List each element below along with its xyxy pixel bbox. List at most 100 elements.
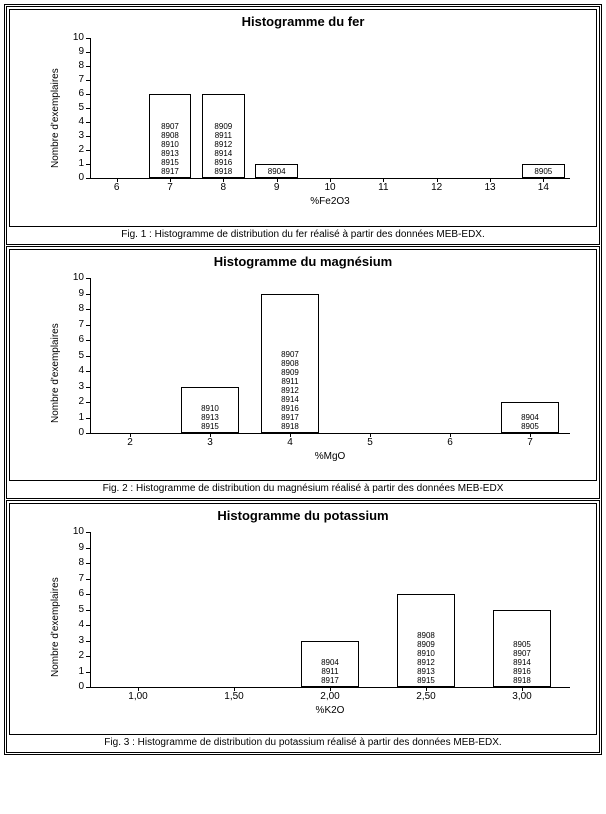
y-tick: [86, 178, 90, 179]
x-tick-label: 12: [417, 182, 457, 193]
y-tick: [86, 66, 90, 67]
sample-id-label: 8918: [261, 422, 319, 431]
x-axis-label: %Fe2O3: [280, 196, 380, 207]
y-tick-label: 4: [68, 619, 84, 630]
x-tick-label: 6: [430, 437, 470, 448]
sample-id-label: 8904: [301, 658, 359, 667]
y-tick: [86, 433, 90, 434]
chart-title: Histogramme du potassium: [10, 504, 596, 525]
y-axis-label: Nombre d'exemplaires: [50, 577, 61, 677]
y-tick: [86, 641, 90, 642]
sample-id-label: 8908: [397, 631, 455, 640]
sample-id-label: 8905: [501, 422, 559, 431]
chart-title: Histogramme du magnésium: [10, 250, 596, 271]
x-tick-label: 14: [523, 182, 563, 193]
chart-panel-0: Histogramme du fer0123456789106789101112…: [6, 6, 600, 245]
page-outer: Histogramme du fer0123456789106789101112…: [4, 4, 602, 755]
y-tick-label: 10: [68, 526, 84, 537]
sample-id-label: 8907: [149, 122, 192, 131]
y-tick-label: 8: [68, 60, 84, 71]
x-tick-label: 3,00: [502, 691, 542, 702]
y-tick: [86, 656, 90, 657]
y-tick: [86, 38, 90, 39]
sample-id-label: 8917: [149, 167, 192, 176]
sample-id-label: 8914: [202, 149, 245, 158]
chart-panel-2: Histogramme du potassium0123456789101,00…: [6, 500, 600, 753]
x-tick-label: 4: [270, 437, 310, 448]
x-tick-label: 6: [97, 182, 137, 193]
y-tick-label: 7: [68, 74, 84, 85]
y-tick: [86, 548, 90, 549]
sample-id-label: 8907: [261, 350, 319, 359]
x-tick-label: 1,50: [214, 691, 254, 702]
bar-sample-labels: 891089138915: [181, 404, 239, 431]
x-tick-label: 3: [190, 437, 230, 448]
y-tick: [86, 594, 90, 595]
y-tick-label: 4: [68, 365, 84, 376]
sample-id-label: 8915: [149, 158, 192, 167]
y-tick: [86, 672, 90, 673]
y-tick: [86, 136, 90, 137]
bar-sample-labels: 890489118917: [301, 658, 359, 685]
sample-id-label: 8917: [261, 413, 319, 422]
y-tick: [86, 340, 90, 341]
y-tick-label: 10: [68, 32, 84, 43]
y-tick: [86, 687, 90, 688]
y-tick-label: 4: [68, 116, 84, 127]
y-tick: [86, 309, 90, 310]
sample-id-label: 8912: [397, 658, 455, 667]
sample-id-label: 8916: [493, 667, 551, 676]
sample-id-label: 8912: [202, 140, 245, 149]
sample-id-label: 8909: [202, 122, 245, 131]
sample-id-label: 8909: [397, 640, 455, 649]
x-tick-label: 13: [470, 182, 510, 193]
y-tick-label: 3: [68, 635, 84, 646]
y-tick-label: 10: [68, 272, 84, 283]
x-tick-label: 8: [203, 182, 243, 193]
y-tick-label: 9: [68, 542, 84, 553]
sample-id-label: 8910: [181, 404, 239, 413]
sample-id-label: 8905: [493, 640, 551, 649]
chart-panel-1: Histogramme du magnésium0123456789102345…: [6, 246, 600, 499]
sample-id-label: 8912: [261, 386, 319, 395]
y-tick: [86, 150, 90, 151]
x-tick-label: 10: [310, 182, 350, 193]
bar-sample-labels: 890789088909891189128914891689178918: [261, 350, 319, 431]
y-axis-label: Nombre d'exemplaires: [50, 323, 61, 423]
figure-caption: Fig. 2 : Histogramme de distribution du …: [9, 481, 597, 498]
x-axis-label: %MgO: [280, 451, 380, 462]
y-tick-label: 0: [68, 427, 84, 438]
chart-box: Histogramme du potassium0123456789101,00…: [9, 503, 597, 735]
sample-id-label: 8918: [493, 676, 551, 685]
y-tick: [86, 579, 90, 580]
y-tick: [86, 371, 90, 372]
x-tick-label: 11: [363, 182, 403, 193]
y-tick-label: 6: [68, 88, 84, 99]
bar-sample-labels: 890789088910891389158917: [149, 122, 192, 176]
sample-id-label: 8911: [301, 667, 359, 676]
x-tick-label: 9: [257, 182, 297, 193]
y-tick-label: 1: [68, 412, 84, 423]
sample-id-label: 8910: [149, 140, 192, 149]
y-tick: [86, 122, 90, 123]
chart-title: Histogramme du fer: [10, 10, 596, 31]
y-axis: [90, 278, 91, 433]
y-tick-label: 9: [68, 46, 84, 57]
x-tick-label: 7: [150, 182, 190, 193]
x-tick-label: 7: [510, 437, 550, 448]
chart-box: Histogramme du magnésium0123456789102345…: [9, 249, 597, 481]
y-tick-label: 7: [68, 319, 84, 330]
sample-id-label: 8918: [202, 167, 245, 176]
y-axis-label: Nombre d'exemplaires: [50, 68, 61, 168]
sample-id-label: 8914: [261, 395, 319, 404]
sample-id-label: 8915: [181, 422, 239, 431]
y-tick-label: 1: [68, 158, 84, 169]
y-tick: [86, 610, 90, 611]
x-tick-label: 2,50: [406, 691, 446, 702]
sample-id-label: 8911: [202, 131, 245, 140]
y-tick: [86, 325, 90, 326]
y-tick: [86, 278, 90, 279]
y-tick-label: 6: [68, 588, 84, 599]
y-tick-label: 5: [68, 350, 84, 361]
y-tick-label: 3: [68, 381, 84, 392]
